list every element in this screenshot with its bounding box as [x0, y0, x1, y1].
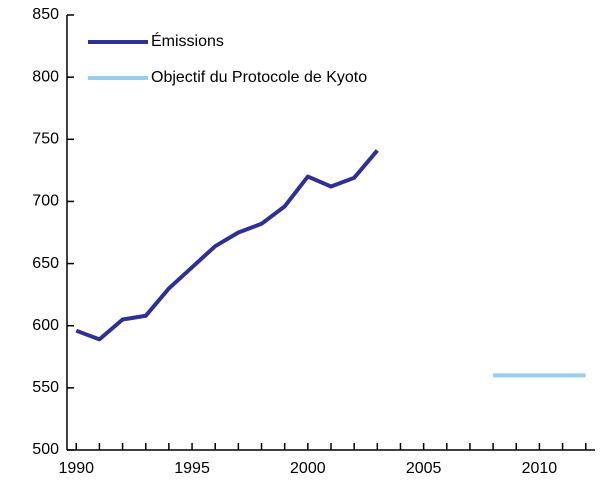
legend-label: Émissions [151, 31, 224, 50]
x-tick-label: 2005 [406, 460, 442, 477]
legend-label: Objectif du Protocole de Kyoto [151, 69, 367, 86]
y-tick-label: 500 [32, 441, 59, 458]
y-tick-label: 850 [32, 6, 59, 23]
x-tick-label: 2010 [522, 460, 558, 477]
x-tick-label: 2000 [290, 460, 326, 477]
x-tick-label: 1995 [174, 460, 210, 477]
y-tick-label: 550 [32, 379, 59, 396]
y-tick-label: 800 [32, 68, 59, 85]
series-line [75, 149, 379, 342]
y-tick-label: 750 [32, 131, 59, 148]
y-tick-label: 600 [32, 317, 59, 334]
x-tick-label: 1990 [58, 460, 94, 477]
y-tick-label: 700 [32, 193, 59, 210]
y-tick-label: 650 [32, 255, 59, 272]
